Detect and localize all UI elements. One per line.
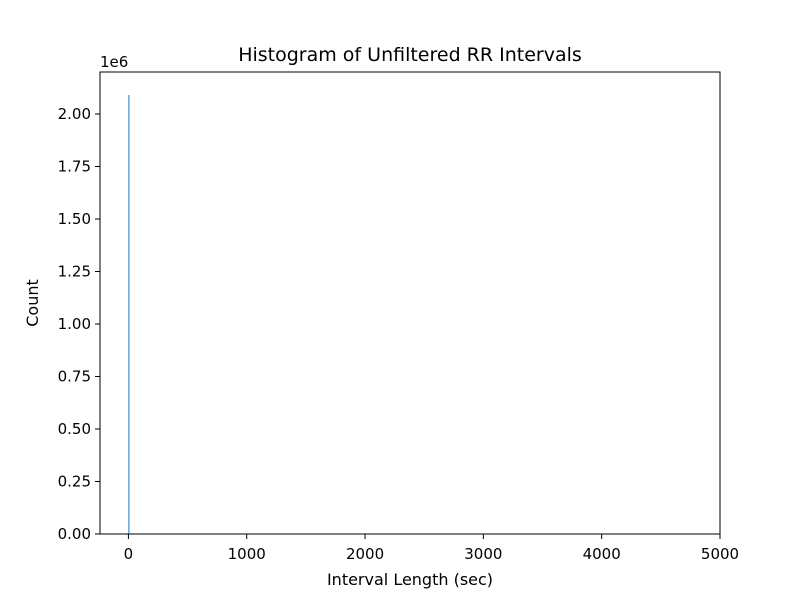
y-tick-label: 1.25 xyxy=(58,263,91,281)
x-tick-label: 1000 xyxy=(228,545,266,563)
x-axis-label: Interval Length (sec) xyxy=(327,570,493,589)
y-axis-ticks: 0.00 0.25 0.50 0.75 1.00 1.25 1.50 1.75 2.00 xyxy=(58,105,100,543)
x-tick-label: 5000 xyxy=(701,545,739,563)
y-axis-label: Count xyxy=(23,279,42,327)
y-tick-label: 0.50 xyxy=(58,420,91,438)
x-tick-label: 4000 xyxy=(583,545,621,563)
y-tick-label: 0.25 xyxy=(58,473,91,491)
y-tick-label: 0.00 xyxy=(58,525,91,543)
bars-group xyxy=(128,95,130,534)
x-axis-ticks: 0 1000 2000 3000 4000 5000 xyxy=(124,534,739,563)
y-tick-label: 1.75 xyxy=(58,158,91,176)
y-offset-label: 1e6 xyxy=(100,53,128,71)
histogram-bar xyxy=(128,95,130,534)
x-tick-label: 2000 xyxy=(346,545,384,563)
x-tick-label: 3000 xyxy=(464,545,502,563)
x-tick-label: 0 xyxy=(124,545,134,563)
chart-title: Histogram of Unfiltered RR Intervals xyxy=(238,44,582,66)
plot-frame xyxy=(99,71,721,535)
y-tick-label: 0.75 xyxy=(58,368,91,386)
y-tick-label: 2.00 xyxy=(58,105,91,123)
y-tick-label: 1.50 xyxy=(58,210,91,228)
y-tick-label: 1.00 xyxy=(58,315,91,333)
